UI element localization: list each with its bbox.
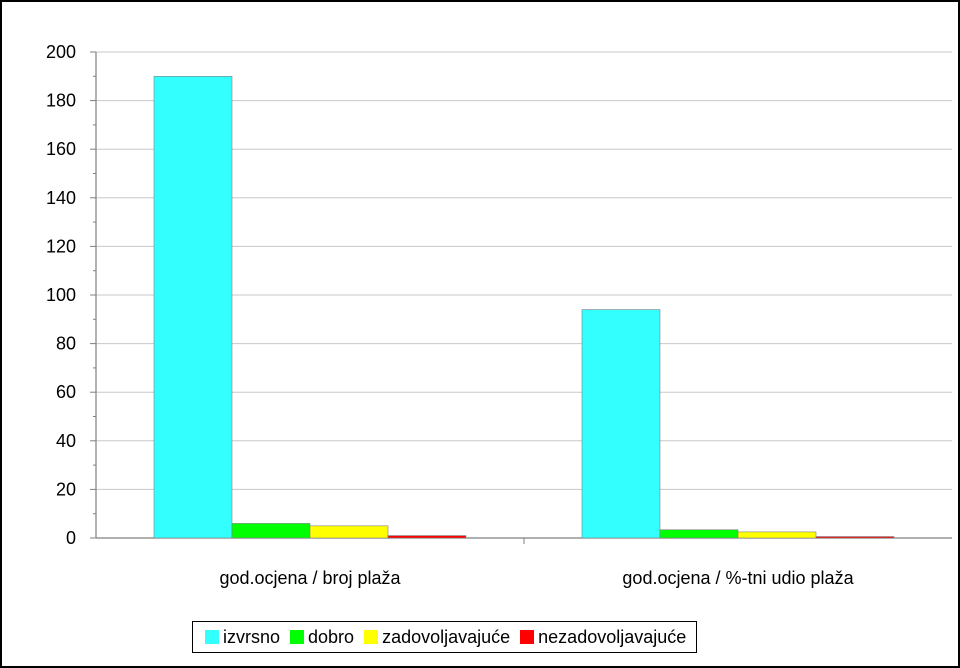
chart-legend: izvrsno dobro zadovoljavajuće nezadovolj… [192,621,698,653]
legend-swatch-izvrsno [205,630,219,644]
y-tick-label: 20 [56,479,76,499]
bar-dobro-1 [659,529,739,539]
legend-swatch-dobro [290,630,305,644]
y-tick-label: 100 [46,285,76,305]
y-tick-label: 120 [46,236,76,256]
bar-izvrsno-0 [153,76,233,539]
y-tick-label: 0 [66,528,76,548]
legend-label-nezadovoljavajuce: nezadovoljavajuće [538,626,687,647]
y-tick-label: 200 [46,42,76,62]
legend-item-izvrsno: izvrsno [205,627,280,648]
legend-label-zadovoljavajuce: zadovoljavajuće [382,626,511,647]
legend-label-izvrsno: izvrsno [223,626,281,647]
bar-nezadovoljavajuće-1 [815,536,895,539]
x-category-label: god.ocjena / %-tni udio plaža [622,568,854,588]
bar-zadovoljavajuće-1 [737,531,817,539]
bar-zadovoljavajuće-0 [309,525,389,539]
legend-swatch-zadovoljavajuce [364,630,379,644]
x-category-label: god.ocjena / broj plaža [219,568,401,588]
legend-swatch-nezadovoljavajuce [520,630,535,644]
bar-nezadovoljavajuće-0 [387,535,467,539]
y-tick-label: 160 [46,139,76,159]
y-tick-label: 80 [56,334,76,354]
legend-label-dobro: dobro [308,626,355,647]
y-tick-label: 40 [56,431,76,451]
legend-item-zadovoljavajuce: zadovoljavajuće [364,627,510,648]
legend-item-nezadovoljavajuce: nezadovoljavajuće [520,627,686,648]
y-tick-label: 180 [46,91,76,111]
y-tick-label: 60 [56,382,76,402]
bar-dobro-0 [231,523,311,539]
bar-izvrsno-1 [581,309,661,539]
y-tick-label: 140 [46,188,76,208]
legend-item-dobro: dobro [290,627,354,648]
